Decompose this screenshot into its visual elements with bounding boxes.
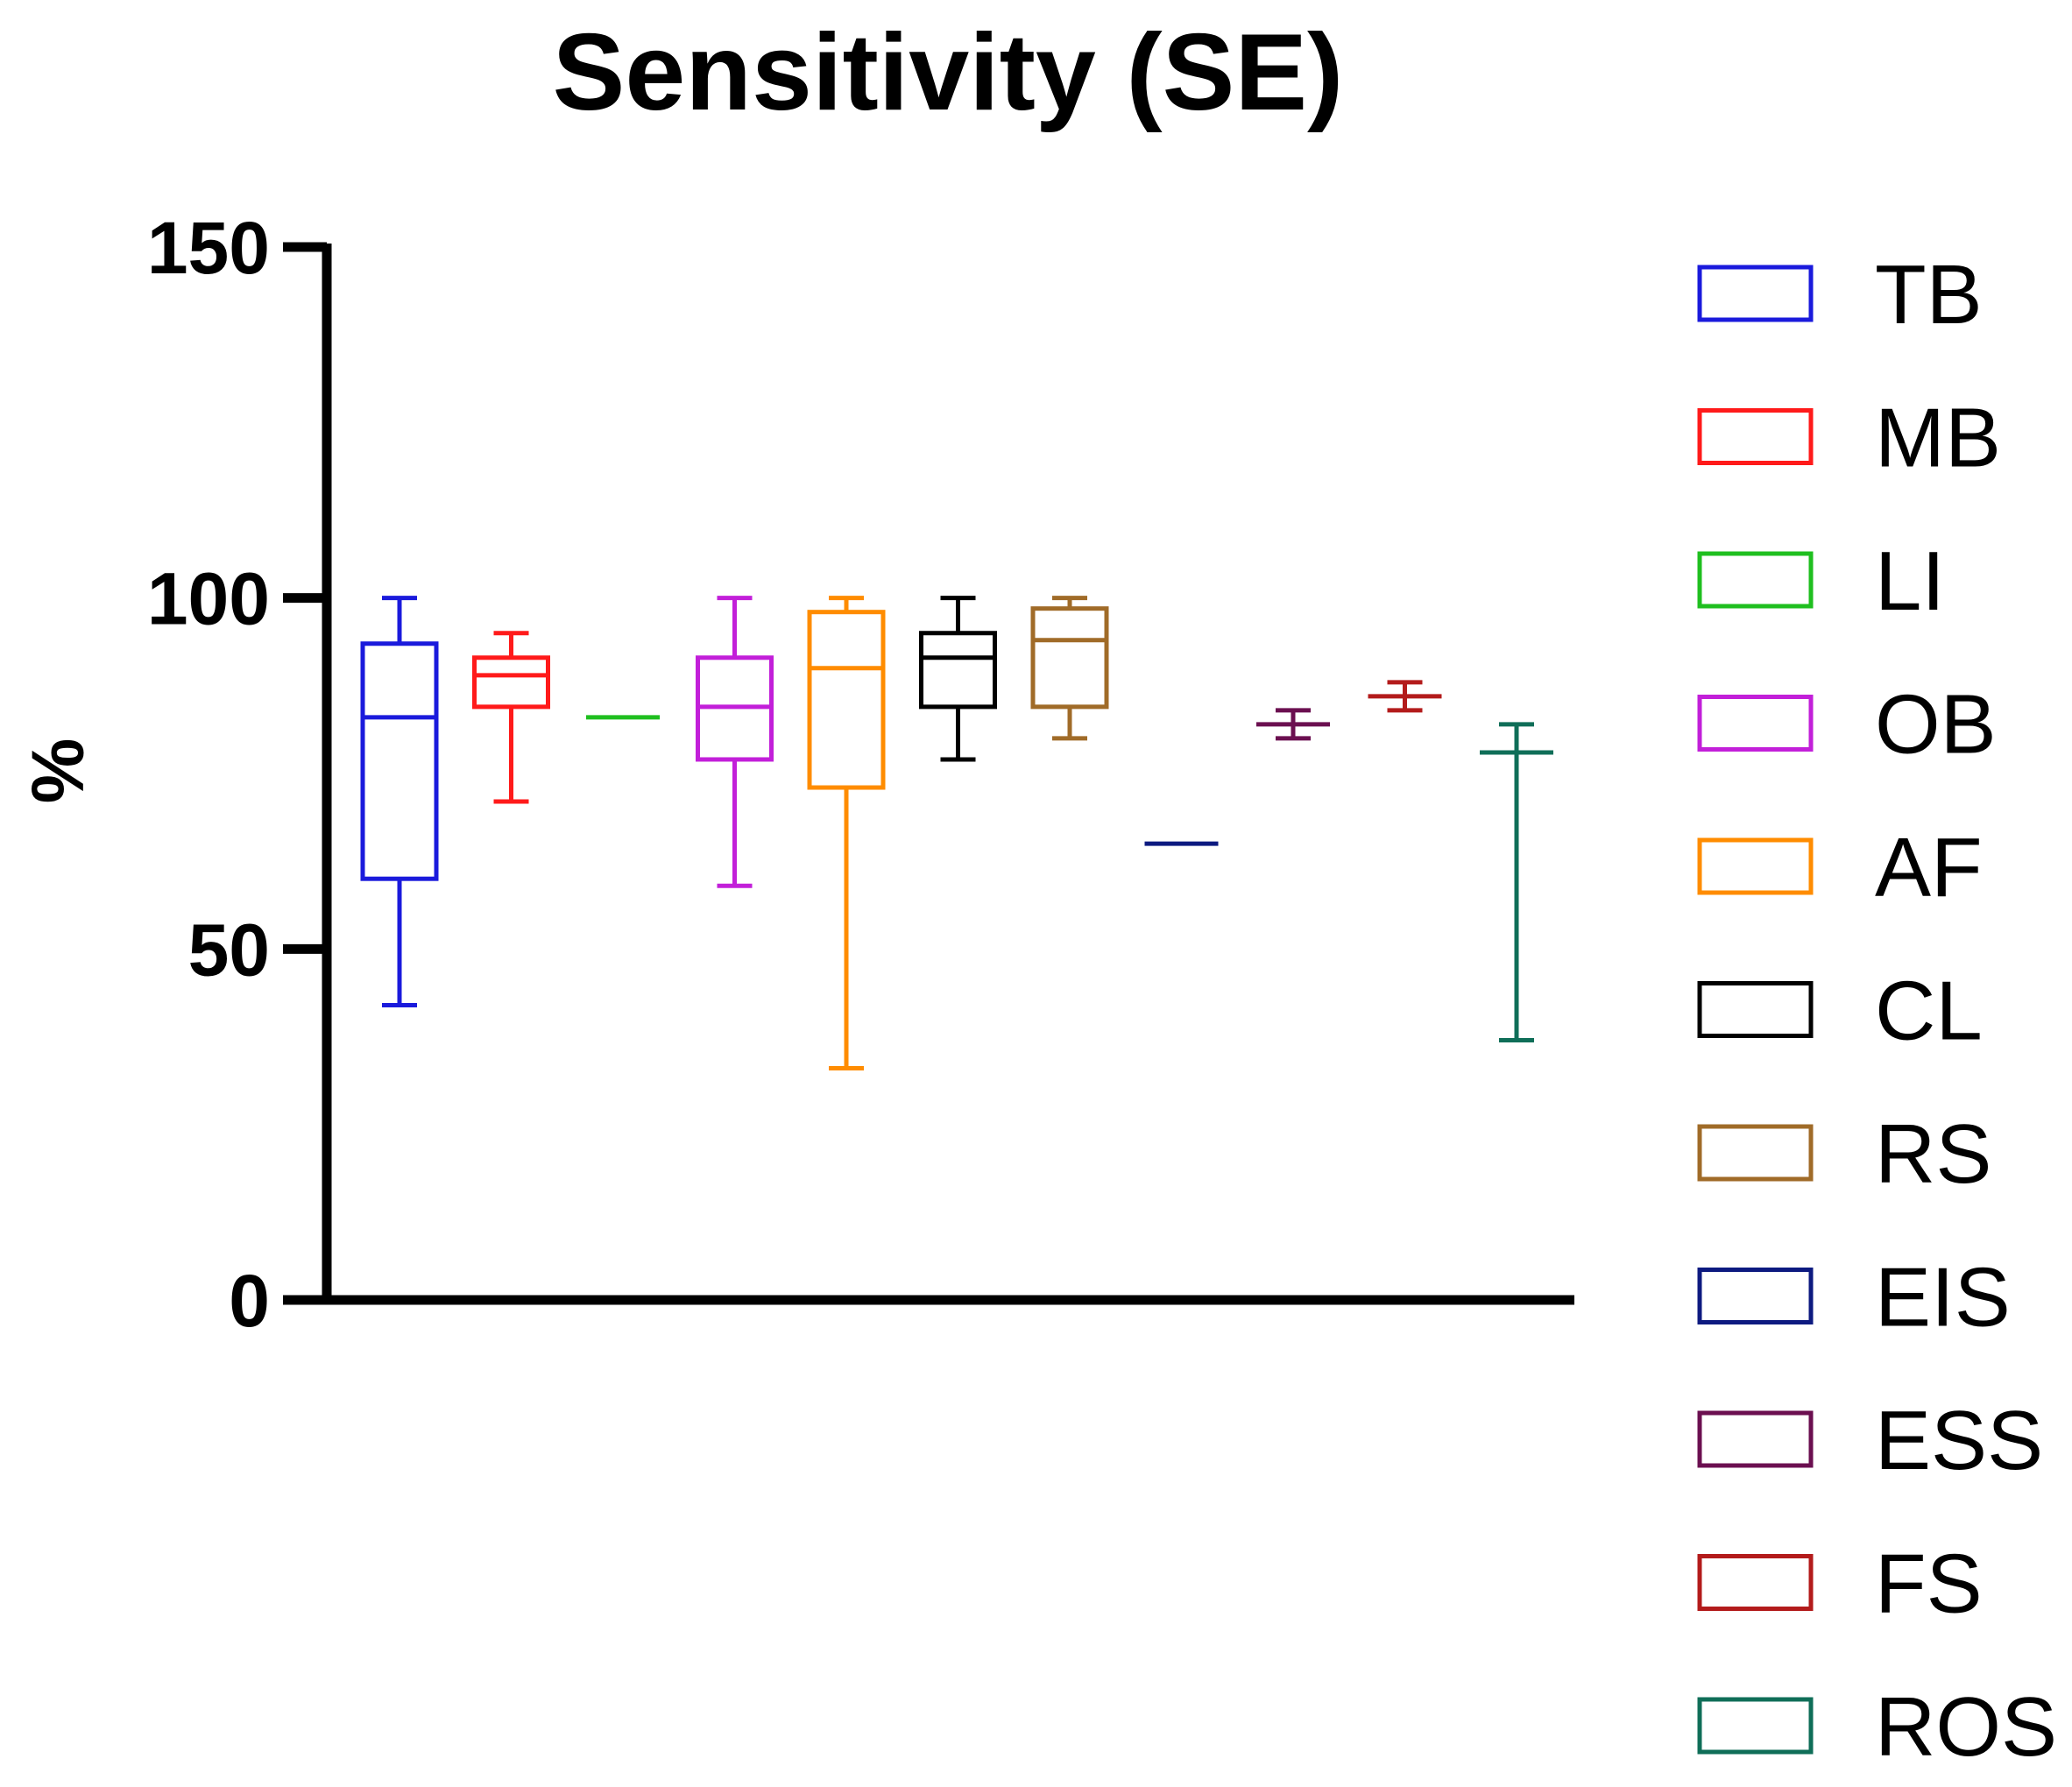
legend-item-af: AF <box>1697 821 1983 915</box>
y-axis-ticks: 0 50 100 150 <box>147 207 327 1342</box>
legend-item-ob: OB <box>1697 678 1997 772</box>
legend-label: LI <box>1875 534 1945 628</box>
legend-item-eis: EIS <box>1697 1251 2011 1345</box>
legend-swatch <box>1697 837 1814 895</box>
box-cl <box>919 596 997 762</box>
legend-item-rs: RS <box>1697 1107 1991 1201</box>
iqr-box <box>1030 606 1109 710</box>
legend-label: AF <box>1875 821 1983 915</box>
legend-swatch <box>1697 981 1814 1038</box>
box-plots <box>360 596 1553 1071</box>
box-mb <box>472 631 550 804</box>
legend-item-fs: FS <box>1697 1537 1983 1631</box>
box-tb <box>360 596 439 1007</box>
legend-swatch <box>1697 1124 1814 1182</box>
legend-item-ros: ROS <box>1697 1680 2057 1774</box>
legend-label: MB <box>1875 392 2001 485</box>
chart-title: Sensitivity (SE) <box>553 12 1344 133</box>
legend-swatch <box>1697 695 1814 752</box>
legend-swatch <box>1697 1697 1814 1755</box>
iqr-box <box>919 631 997 710</box>
y-tick-label: 50 <box>188 908 270 991</box>
box-ess <box>1256 708 1330 741</box>
legend-swatch <box>1697 265 1814 322</box>
y-tick-label: 100 <box>147 558 270 640</box>
y-tick-label: 0 <box>229 1260 270 1342</box>
iqr-box <box>807 610 886 790</box>
legend-label: ESS <box>1875 1394 2043 1487</box>
legend-label: OB <box>1875 678 1997 772</box>
legend-swatch <box>1697 1268 1814 1324</box>
legend-label: TB <box>1875 248 1983 342</box>
box-rs <box>1030 596 1109 741</box>
legend-label: EIS <box>1875 1251 2011 1345</box>
box-ob <box>696 596 774 888</box>
legend-label: CL <box>1875 964 1983 1058</box>
legend-label: RS <box>1875 1107 1991 1201</box>
legend-label: FS <box>1875 1537 1983 1631</box>
legend-swatch <box>1697 551 1814 609</box>
legend-swatch <box>1697 1554 1814 1611</box>
box-af <box>807 596 886 1071</box>
legend-item-mb: MB <box>1697 392 2001 485</box>
legend: TB MB LI OB AF CL RS EIS ESS FS ROS <box>1697 248 2057 1774</box>
iqr-box <box>472 655 550 710</box>
y-tick-label: 150 <box>147 207 270 289</box>
legend-item-tb: TB <box>1697 248 1983 342</box>
legend-swatch <box>1697 408 1814 465</box>
box-fs <box>1368 680 1442 713</box>
y-axis-label: % <box>17 738 99 804</box>
box-ros <box>1480 722 1553 1043</box>
legend-label: ROS <box>1875 1680 2057 1774</box>
legend-item-cl: CL <box>1697 964 1983 1058</box>
legend-item-li: LI <box>1697 534 1945 628</box>
legend-swatch <box>1697 1410 1814 1468</box>
iqr-box <box>360 641 439 881</box>
legend-item-ess: ESS <box>1697 1394 2043 1487</box>
